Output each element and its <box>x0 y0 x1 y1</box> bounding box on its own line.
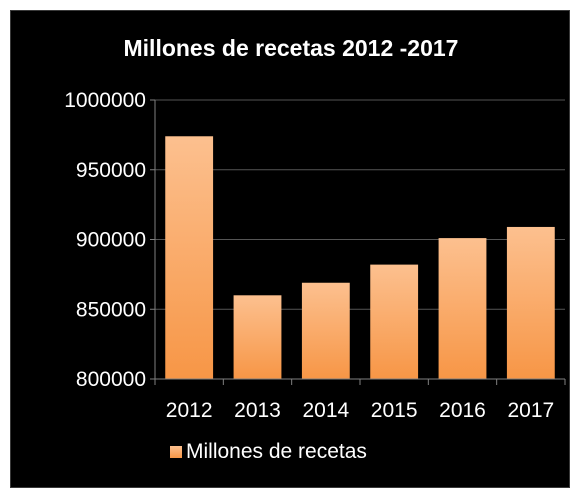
x-tick-label: 2014 <box>302 399 349 422</box>
bars <box>165 136 555 379</box>
y-tick-labels: 800000 850000 900000 950000 1000000 <box>64 89 146 391</box>
legend-label: Millones de recetas <box>186 440 367 463</box>
x-tick-label: 2013 <box>234 399 281 422</box>
x-tick-labels: 2012 2013 2014 2015 2016 2017 <box>166 399 554 422</box>
bar-2015 <box>370 264 419 379</box>
x-tick-label: 2012 <box>166 399 213 422</box>
legend-swatch <box>170 446 182 458</box>
y-tick-label: 850000 <box>76 298 146 321</box>
bar-2014 <box>301 282 350 379</box>
y-tick-label: 800000 <box>76 368 146 391</box>
axes <box>150 99 566 385</box>
chart-title: Millones de recetas 2012 -2017 <box>123 35 459 61</box>
x-tick-label: 2015 <box>371 399 418 422</box>
gridlines <box>155 99 565 310</box>
x-tick-label: 2016 <box>439 399 486 422</box>
y-tick-label: 1000000 <box>64 89 146 112</box>
y-tick-label: 900000 <box>76 229 146 252</box>
y-tick-label: 950000 <box>76 159 146 182</box>
bar-2016 <box>438 238 487 379</box>
bar-2013 <box>233 295 282 379</box>
x-tick-label: 2017 <box>507 399 554 422</box>
bar-2012 <box>165 136 214 379</box>
legend: Millones de recetas <box>170 440 367 464</box>
bar-2017 <box>506 226 555 379</box>
